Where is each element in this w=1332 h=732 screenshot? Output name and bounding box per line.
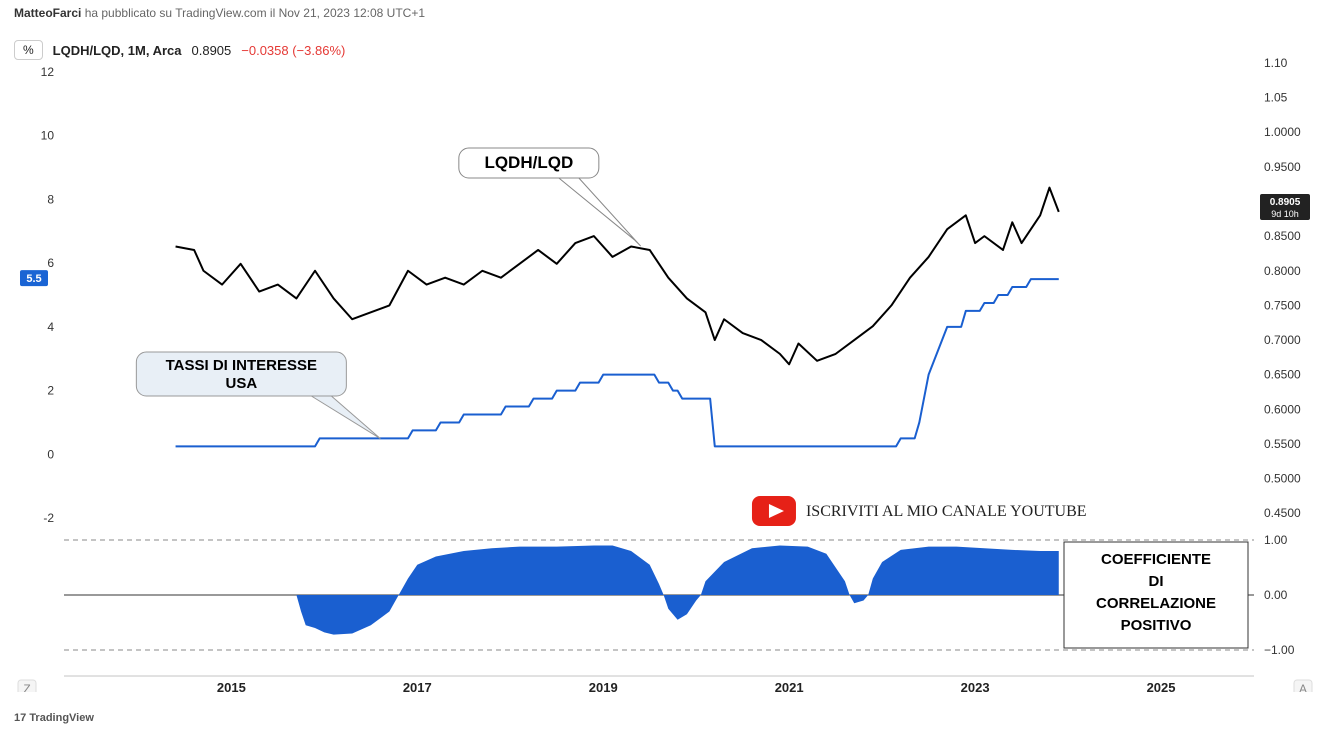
publish-attribution: MatteoFarci ha pubblicato su TradingView… — [14, 6, 425, 20]
svg-text:0.8905: 0.8905 — [1270, 197, 1301, 208]
svg-text:9d 10h: 9d 10h — [1271, 209, 1299, 219]
svg-text:0.4500: 0.4500 — [1264, 506, 1301, 520]
svg-text:4: 4 — [47, 320, 54, 334]
svg-text:POSITIVO: POSITIVO — [1121, 617, 1192, 634]
svg-text:0.7000: 0.7000 — [1264, 333, 1301, 347]
svg-text:10: 10 — [41, 129, 55, 143]
svg-text:2: 2 — [47, 384, 54, 398]
svg-text:ISCRIVITI AL MIO CANALE YOUTUB: ISCRIVITI AL MIO CANALE YOUTUBE — [806, 503, 1087, 520]
svg-text:0.5000: 0.5000 — [1264, 472, 1301, 486]
tradingview-logo: 17 TradingView — [14, 712, 94, 724]
svg-text:0.7500: 0.7500 — [1264, 298, 1301, 312]
svg-text:USA: USA — [226, 375, 258, 392]
svg-text:12: 12 — [41, 65, 55, 79]
svg-text:2021: 2021 — [775, 680, 804, 692]
svg-text:DI: DI — [1149, 573, 1164, 590]
chart-area[interactable]: -2 0 2 4 6 8 10 12 5.5 0.4500 0.5000 0.5500 0.6000 0.… — [14, 36, 1318, 692]
svg-text:8: 8 — [47, 192, 54, 206]
svg-text:2015: 2015 — [217, 680, 246, 692]
svg-text:Z: Z — [23, 682, 30, 692]
svg-text:0.9500: 0.9500 — [1264, 160, 1301, 174]
svg-text:−1.00: −1.00 — [1264, 643, 1295, 657]
svg-text:6: 6 — [47, 256, 54, 270]
svg-text:1.05: 1.05 — [1264, 91, 1288, 105]
svg-text:CORRELAZIONE: CORRELAZIONE — [1096, 595, 1216, 612]
chart-svg: -2 0 2 4 6 8 10 12 5.5 0.4500 0.5000 0.5500 0.6000 0.… — [14, 36, 1318, 692]
svg-text:1.10: 1.10 — [1264, 56, 1288, 70]
svg-text:2025: 2025 — [1147, 680, 1176, 692]
svg-text:0.5500: 0.5500 — [1264, 437, 1301, 451]
svg-text:2019: 2019 — [589, 680, 618, 692]
svg-text:COEFFICIENTE: COEFFICIENTE — [1101, 551, 1211, 568]
svg-text:2017: 2017 — [403, 680, 432, 692]
svg-text:5.5: 5.5 — [26, 273, 41, 285]
svg-text:0.8500: 0.8500 — [1264, 229, 1301, 243]
svg-text:1.0000: 1.0000 — [1264, 125, 1301, 139]
svg-text:-2: -2 — [43, 511, 54, 525]
svg-text:0: 0 — [47, 447, 54, 461]
svg-text:TASSI DI INTERESSE: TASSI DI INTERESSE — [166, 357, 317, 374]
svg-text:2023: 2023 — [961, 680, 990, 692]
svg-text:0.00: 0.00 — [1264, 588, 1288, 602]
svg-text:A: A — [1299, 682, 1307, 692]
svg-text:LQDH/LQD: LQDH/LQD — [484, 153, 573, 172]
svg-text:0.6000: 0.6000 — [1264, 402, 1301, 416]
svg-text:0.6500: 0.6500 — [1264, 368, 1301, 382]
svg-text:1.00: 1.00 — [1264, 533, 1288, 547]
svg-text:0.8000: 0.8000 — [1264, 264, 1301, 278]
